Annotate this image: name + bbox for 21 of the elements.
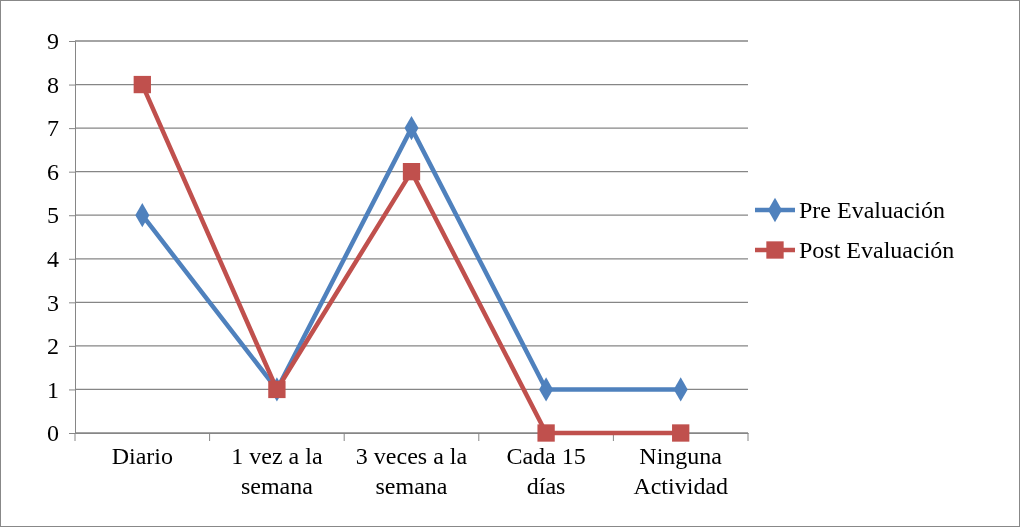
- y-tick-label: 0: [47, 420, 59, 447]
- y-tick-label: 9: [47, 28, 59, 55]
- x-tick-label: 1 vez a la semana: [231, 443, 323, 500]
- y-tick-label: 4: [47, 245, 59, 272]
- y-tick-label: 8: [47, 71, 59, 98]
- y-tick-label: 2: [47, 333, 59, 360]
- legend-label: Post Evaluación: [799, 237, 955, 264]
- y-tick-label: 5: [47, 202, 59, 229]
- x-tick-label: Ninguna Actividad: [633, 443, 729, 500]
- x-tick-label: 3 veces a la semana: [355, 443, 468, 500]
- point: [672, 424, 690, 442]
- legend-label: Pre Evaluación: [799, 197, 945, 224]
- y-tick-label: 6: [47, 158, 59, 185]
- point: [133, 75, 151, 94]
- x-tick-label: Diario: [111, 443, 173, 470]
- point: [402, 163, 421, 181]
- y-tick-label: 1: [47, 376, 59, 403]
- y-tick-label: 7: [47, 115, 59, 142]
- x-tick-label: Cada 15 días: [506, 443, 586, 500]
- point: [537, 424, 555, 442]
- y-tick-label: 3: [47, 289, 59, 316]
